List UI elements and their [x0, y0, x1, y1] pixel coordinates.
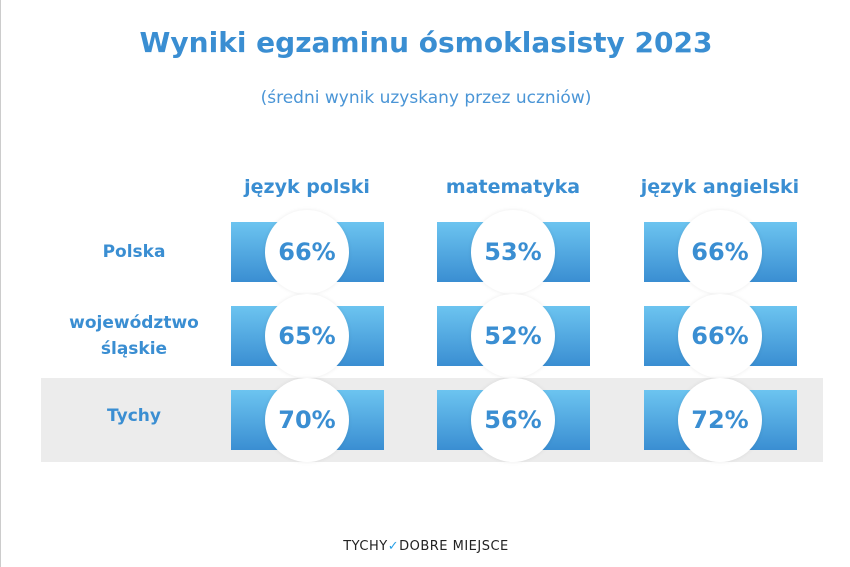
logo-text-left: TYCHY — [343, 539, 388, 554]
column-header: matematyka — [445, 176, 581, 198]
row-label: Tychy — [107, 406, 161, 426]
column-header: język polski — [244, 176, 370, 198]
value-label: 53% — [471, 210, 555, 294]
value-label: 72% — [678, 378, 762, 462]
chart-title: Wyniki egzaminu ósmoklasisty 2023 — [139, 26, 713, 59]
value-label: 66% — [265, 210, 349, 294]
value-label: 70% — [265, 378, 349, 462]
chart-subtitle: (średni wynik uzyskany przez uczniów) — [260, 88, 592, 108]
column-header: język angielski — [640, 176, 800, 198]
checkmark-icon: ✓ — [387, 539, 400, 554]
value-label: 52% — [471, 294, 555, 378]
logo: TYCHY✓DOBRE MIEJSCE — [1, 539, 850, 554]
row-label: województwo śląskie — [69, 313, 199, 359]
value-label: 65% — [265, 294, 349, 378]
logo-text-right: DOBRE MIEJSCE — [399, 539, 509, 554]
value-label: 66% — [678, 294, 762, 378]
row-label: Polska — [102, 242, 166, 262]
value-label: 66% — [678, 210, 762, 294]
value-label: 56% — [471, 378, 555, 462]
